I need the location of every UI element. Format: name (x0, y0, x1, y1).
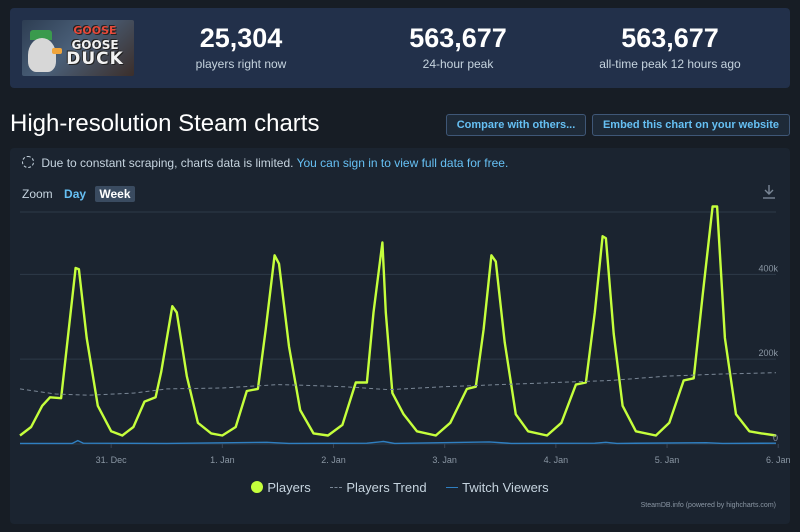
download-icon[interactable] (762, 184, 776, 200)
zoom-label: Zoom (22, 187, 53, 201)
x-tick-label: 2. Jan (321, 455, 346, 465)
game-logo[interactable]: GOOSE GOOSE DUCK (22, 20, 134, 76)
x-tick-label: 31. Dec (96, 455, 128, 465)
legend-label: Twitch Viewers (462, 480, 549, 495)
notice-text: Due to constant scraping, charts data is… (41, 156, 294, 170)
data-limit-notice: Due to constant scraping, charts data is… (22, 156, 508, 170)
embed-chart-button[interactable]: Embed this chart on your website (592, 114, 790, 136)
legend-item-players-trend[interactable]: Players Trend (330, 480, 427, 495)
stat-value: 563,677 (409, 23, 507, 53)
series-twitch-viewers-line (20, 439, 777, 445)
y-tick-label: 400k (758, 263, 778, 273)
x-tick-label: 5. Jan (655, 455, 680, 465)
logo-goose-figure (28, 38, 56, 72)
zoom-controls: Zoom Day Week (22, 186, 135, 202)
compare-button[interactable]: Compare with others... (446, 114, 586, 136)
legend-marker-twitch (446, 487, 459, 488)
info-icon (22, 156, 34, 168)
legend-label: Players (267, 480, 311, 495)
legend-item-players[interactable]: Players (251, 480, 311, 495)
stat-players-now: 25,304 players right now (176, 22, 306, 72)
chart-panel: Due to constant scraping, charts data is… (10, 148, 790, 524)
stat-label: players right now (195, 57, 287, 71)
logo-text-line2: GOOSE (71, 38, 119, 52)
stats-panel: GOOSE GOOSE DUCK 25,304 players right no… (10, 8, 790, 88)
zoom-day-button[interactable]: Day (64, 187, 87, 201)
stat-24h-peak: 563,677 24-hour peak (388, 22, 528, 72)
stat-all-time-peak: 563,677 all-time peak 12 hours ago (580, 22, 760, 72)
chart-legend: Players Players Trend Twitch Viewers (10, 480, 790, 495)
y-tick-label: 200k (758, 348, 778, 358)
x-tick-label: 3. Jan (432, 455, 457, 465)
page-title: High-resolution Steam charts (10, 110, 320, 137)
logo-hat-shape (30, 30, 52, 40)
stat-value: 25,304 (199, 23, 283, 53)
series-players-trend-line (19, 372, 777, 396)
logo-text-line1: GOOSE (73, 24, 117, 37)
legend-label: Players Trend (346, 480, 427, 495)
logo-text-line3: DUCK (66, 49, 124, 69)
legend-marker-players (251, 481, 264, 493)
stat-label: all-time peak 12 hours ago (599, 57, 741, 71)
x-tick-label: 4. Jan (544, 455, 569, 465)
chart-credits: SteamDB.info (powered by highcharts.com) (640, 502, 776, 509)
x-tick-label: 1. Jan (210, 455, 235, 465)
legend-marker-trend (330, 487, 343, 488)
stat-value: 563,677 (621, 23, 719, 53)
zoom-week-button[interactable]: Week (95, 186, 135, 202)
y-tick-label: 0 (773, 433, 778, 443)
legend-item-twitch-viewers[interactable]: Twitch Viewers (446, 480, 549, 495)
x-tick-label: 6. Jan (766, 455, 790, 465)
logo-beak-shape (52, 48, 62, 54)
series-players-line (19, 205, 777, 437)
logo-text: GOOSE GOOSE DUCK (58, 24, 132, 69)
sign-in-link[interactable]: You can sign in to view full data for fr… (296, 156, 509, 170)
stat-label: 24-hour peak (422, 57, 494, 71)
players-chart[interactable]: 0 200k 400k 31. Dec 1. Jan 2. Jan 3. Jan 4. Jan… (10, 148, 790, 524)
